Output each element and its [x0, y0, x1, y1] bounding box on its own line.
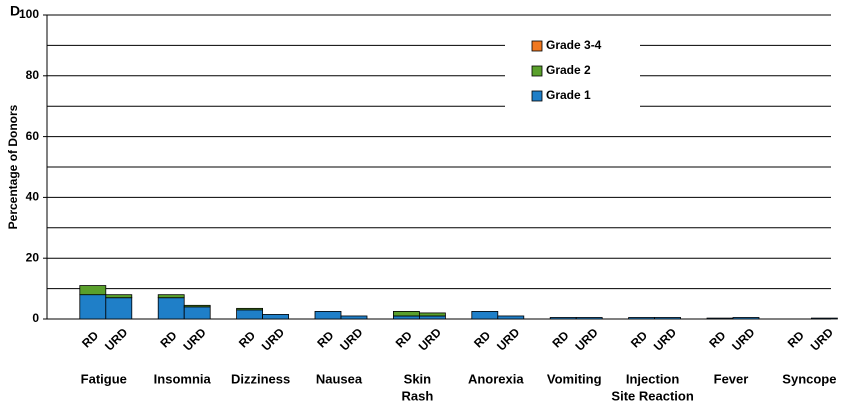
x-tick-label: Fever: [714, 371, 749, 386]
legend: Grade 1 Grade 2 Grade 3-4: [505, 33, 640, 107]
bar-segment: [183, 304, 211, 308]
legend-swatch: [531, 65, 543, 77]
bar-segment: [105, 294, 133, 299]
subgroup-label: URD: [102, 325, 131, 354]
subgroup-label: URD: [729, 325, 758, 354]
bar-segment: [79, 294, 107, 320]
legend-swatch: [531, 90, 543, 102]
subgroup-label: RD: [158, 328, 180, 350]
subgroup-label: URD: [180, 325, 209, 354]
bar-segment: [628, 317, 655, 320]
x-tick-label: Site Reaction: [611, 388, 693, 403]
x-tick-label: Injection: [626, 371, 680, 386]
bar-segment: [262, 314, 290, 320]
legend-box: [505, 33, 640, 107]
y-tick-label: 20: [26, 250, 40, 264]
x-tick-label: Skin: [404, 371, 432, 386]
bar-segment: [706, 317, 734, 320]
y-tick-label: 80: [26, 68, 40, 82]
bar-segment: [471, 310, 499, 320]
subgroup-label: URD: [416, 325, 445, 354]
bar-segment: [340, 315, 368, 320]
subgroup-label: URD: [808, 325, 837, 354]
x-tick-label: Anorexia: [468, 371, 524, 386]
bar-segment: [549, 317, 577, 320]
bar-segment: [157, 294, 185, 299]
x-tick-label: Vomiting: [547, 371, 602, 386]
subgroup-label: URD: [494, 325, 523, 354]
bar-segment: [157, 297, 185, 320]
bar-segment: [732, 317, 760, 320]
bar-segment: [418, 312, 446, 317]
x-tick-label: Rash: [402, 388, 434, 403]
subgroup-label: RD: [550, 328, 572, 350]
legend-label: Grade 2: [546, 63, 591, 77]
bar-segment: [236, 307, 264, 311]
x-tick-label: Nausea: [316, 371, 363, 386]
subgroup-label: URD: [259, 325, 288, 354]
legend-swatch: [531, 40, 543, 52]
subgroup-label: RD: [314, 328, 336, 350]
bar-segment: [79, 285, 107, 296]
subgroup-label: URD: [337, 325, 366, 354]
subgroup-label: RD: [706, 328, 728, 350]
legend-label: Grade 1: [546, 88, 591, 102]
subgroup-label: URD: [572, 325, 601, 354]
x-tick-label: Fatigue: [81, 371, 127, 386]
x-tick-label: Syncope: [782, 371, 836, 386]
bar-segment: [392, 310, 420, 317]
subgroup-label: RD: [236, 328, 258, 350]
bar-segment: [392, 315, 420, 320]
bar-segment: [497, 315, 525, 320]
subgroup-label: RD: [79, 328, 101, 350]
subgroup-label: RD: [628, 328, 650, 350]
x-tick-label: Dizziness: [231, 371, 290, 386]
panel-label: D: [10, 3, 20, 19]
bar-segment: [654, 317, 681, 320]
subgroup-label: RD: [471, 328, 493, 350]
bar-segment: [236, 309, 264, 320]
y-tick-label: 60: [26, 129, 40, 143]
subgroup-label: URD: [651, 325, 680, 354]
bar-segment: [183, 306, 211, 320]
x-tick-label: Insomnia: [154, 371, 212, 386]
y-tick-label: 0: [32, 311, 39, 325]
subgroup-label: RD: [393, 328, 415, 350]
y-tick-label: 100: [19, 7, 39, 21]
y-axis-label: Percentage of Donors: [6, 104, 20, 229]
legend-label: Grade 3-4: [546, 38, 602, 52]
bar-segment: [418, 315, 446, 320]
bar-segment: [811, 317, 838, 320]
bar-segment: [314, 310, 342, 320]
y-tick-label: 40: [26, 190, 40, 204]
subgroup-label: RD: [785, 328, 807, 350]
bar-segment: [575, 317, 603, 320]
bar-segment: [105, 297, 133, 320]
